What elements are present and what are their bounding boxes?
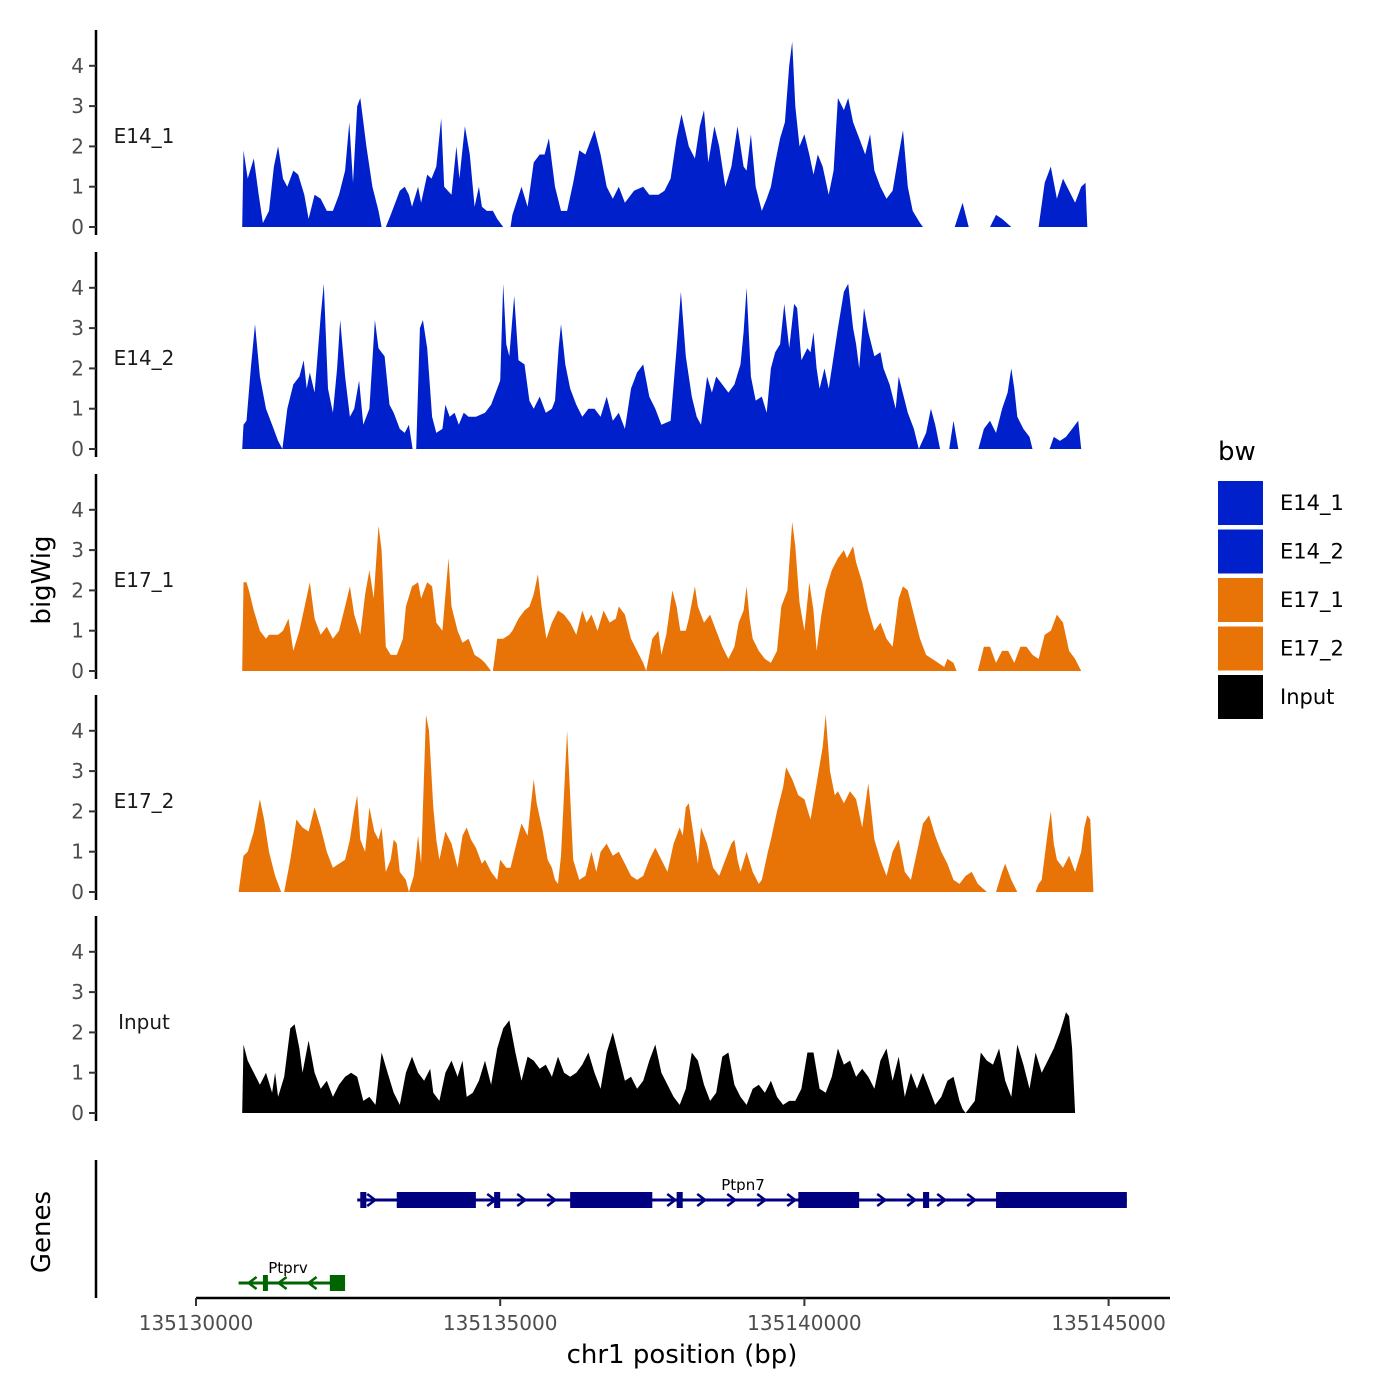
exon xyxy=(923,1192,930,1208)
legend-label: E17_1 xyxy=(1280,588,1344,613)
area-e14-1 xyxy=(242,41,1088,227)
strand-arrow xyxy=(306,1276,318,1290)
y-tick-label: 4 xyxy=(71,498,84,522)
legend-item-e17-1: E17_1 xyxy=(1218,578,1344,622)
strand-arrow xyxy=(666,1193,678,1207)
genes-panel: Ptpn7 Ptprv xyxy=(94,1160,1127,1298)
gene-ptpn7: Ptpn7 xyxy=(357,1176,1127,1208)
legend-swatch xyxy=(1218,481,1263,525)
y-tick-label: 0 xyxy=(71,1101,84,1125)
legend: bw E14_1 E14_2 E17_1 E17_2 Input xyxy=(1218,437,1344,719)
y-tick-label: 0 xyxy=(71,880,84,904)
legend-item-e14-1: E14_1 xyxy=(1218,481,1344,525)
track-e17-1: 0 1 2 3 4 E17_1 xyxy=(71,474,1082,683)
legend-item-e17-2: E17_2 xyxy=(1218,626,1344,671)
y-tick-label: 1 xyxy=(71,1061,84,1085)
track-label-e14-2: E14_2 xyxy=(114,346,175,370)
exon xyxy=(262,1275,268,1291)
y-tick-label: 4 xyxy=(71,719,84,743)
legend-label: E14_2 xyxy=(1280,540,1344,565)
legend-swatch xyxy=(1218,675,1263,719)
area-input xyxy=(242,1012,1076,1113)
signal-tracks: 0 1 2 3 4 E14_1 0 1 2 3 4 E14_2 0 1 2 3 4 E17_1 0 1 2 3 4 E17_2… xyxy=(71,30,1094,1125)
y-tick-label: 2 xyxy=(71,799,84,823)
x-axis-title: chr1 position (bp) xyxy=(567,1340,798,1370)
y-tick-label: 3 xyxy=(71,94,84,118)
legend-label: E17_2 xyxy=(1280,637,1344,662)
area-e17-1 xyxy=(242,521,1082,671)
x-tick-label: 135135000 xyxy=(443,1311,558,1335)
x-tick-label: 135130000 xyxy=(139,1311,254,1335)
x-tick-label: 135140000 xyxy=(747,1311,862,1335)
y-axis-title: bigWig xyxy=(27,535,57,624)
area-e17-2 xyxy=(238,714,1094,892)
y-tick-label: 0 xyxy=(71,215,84,239)
track-label-e14-1: E14_1 xyxy=(114,124,175,148)
y-tick-label: 1 xyxy=(71,840,84,864)
track-e14-2: 0 1 2 3 4 E14_2 xyxy=(71,252,1082,461)
strand-arrow xyxy=(726,1193,738,1207)
y-tick-label: 1 xyxy=(71,619,84,643)
strand-arrow xyxy=(786,1193,798,1207)
track-input: 0 1 2 3 4 Input xyxy=(71,916,1076,1125)
y-tick-label: 2 xyxy=(71,1020,84,1044)
gene-label-ptprv: Ptprv xyxy=(268,1259,308,1277)
strand-arrow xyxy=(936,1193,948,1207)
legend-item-e14-2: E14_2 xyxy=(1218,529,1344,574)
track-label-e17-2: E17_2 xyxy=(114,789,175,813)
y-tick-label: 2 xyxy=(71,134,84,158)
strand-arrow xyxy=(756,1193,768,1207)
exon xyxy=(798,1192,860,1208)
track-e17-2: 0 1 2 3 4 E17_2 xyxy=(71,695,1094,904)
exon xyxy=(360,1192,367,1208)
x-axis: 135130000 135135000 135140000 135145000 xyxy=(139,1296,1170,1335)
area-e14-2 xyxy=(242,283,1082,449)
genes-axis-title: Genes xyxy=(27,1191,57,1273)
strand-arrow xyxy=(246,1276,258,1290)
y-tick-label: 1 xyxy=(71,175,84,199)
y-tick-label: 0 xyxy=(71,437,84,461)
y-tick-label: 4 xyxy=(71,54,84,78)
legend-swatch xyxy=(1218,626,1263,671)
legend-title: bw xyxy=(1218,437,1256,467)
y-tick-label: 2 xyxy=(71,356,84,380)
exon xyxy=(494,1192,501,1208)
strand-arrow xyxy=(906,1193,918,1207)
y-tick-label: 2 xyxy=(71,578,84,602)
strand-arrow xyxy=(696,1193,708,1207)
legend-swatch xyxy=(1218,578,1263,622)
legend-item-input: Input xyxy=(1218,675,1334,719)
exon xyxy=(396,1192,476,1208)
strand-arrow xyxy=(366,1193,378,1207)
exon xyxy=(329,1275,346,1291)
track-e14-1: 0 1 2 3 4 E14_1 xyxy=(71,30,1088,239)
strand-arrow xyxy=(276,1276,288,1290)
track-label-e17-1: E17_1 xyxy=(114,568,175,592)
x-tick-label: 135145000 xyxy=(1051,1311,1166,1335)
track-label-input: Input xyxy=(118,1010,170,1034)
y-tick-label: 3 xyxy=(71,316,84,340)
exon xyxy=(996,1192,1127,1208)
y-tick-label: 3 xyxy=(71,980,84,1004)
strand-arrow xyxy=(876,1193,888,1207)
gene-label-ptpn7: Ptpn7 xyxy=(721,1176,765,1194)
legend-label: Input xyxy=(1280,685,1334,709)
legend-label: E14_1 xyxy=(1280,491,1344,516)
y-tick-label: 3 xyxy=(71,538,84,562)
legend-swatch xyxy=(1218,529,1263,574)
y-tick-label: 4 xyxy=(71,276,84,300)
y-tick-label: 4 xyxy=(71,940,84,964)
exon xyxy=(570,1192,653,1208)
strand-arrow xyxy=(546,1193,558,1207)
exon xyxy=(676,1192,683,1208)
strand-arrow xyxy=(516,1193,528,1207)
gene-ptprv: Ptprv xyxy=(238,1259,346,1291)
strand-arrow xyxy=(966,1193,978,1207)
y-tick-label: 0 xyxy=(71,659,84,683)
y-tick-label: 3 xyxy=(71,759,84,783)
y-tick-label: 1 xyxy=(71,397,84,421)
